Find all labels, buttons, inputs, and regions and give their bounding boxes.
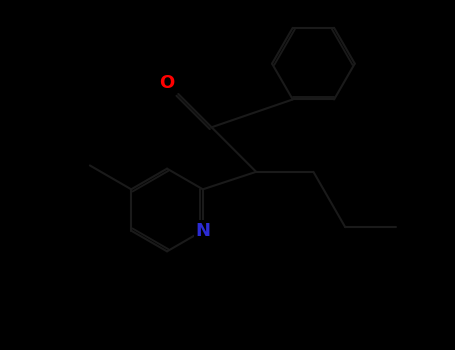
Text: N: N [195, 222, 210, 240]
Text: O: O [159, 74, 175, 92]
